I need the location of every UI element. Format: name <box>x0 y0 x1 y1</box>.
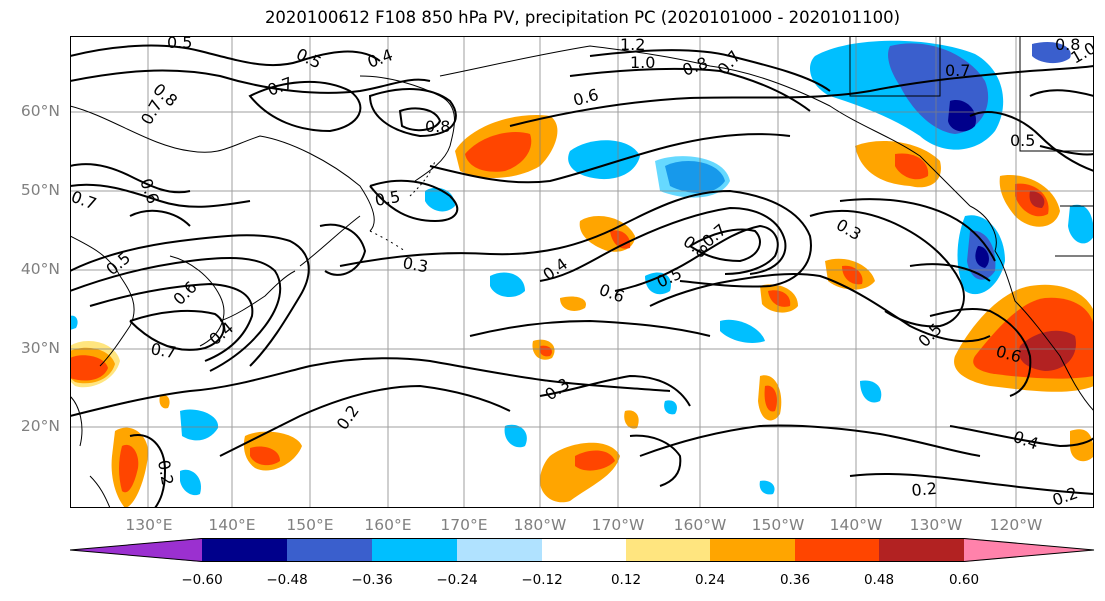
contour-label: 0.5 <box>293 44 324 72</box>
contour-label: 0.4 <box>365 45 395 72</box>
contour-label: 0.6 <box>136 176 163 206</box>
colorbar-tick: 0.60 <box>948 572 980 588</box>
contour-label: 0.8 <box>1055 36 1080 54</box>
map-title: 2020100612 F108 850 hPa PV, precipitatio… <box>264 8 901 27</box>
lon-label: 150°E <box>286 516 334 534</box>
lat-label: 60°N <box>20 102 60 120</box>
contour-label: 0.3 <box>541 374 573 404</box>
colorbar-extend-low <box>70 538 202 562</box>
lon-label: 160°W <box>673 516 727 534</box>
contour-label: 0.2 <box>911 479 938 500</box>
colorbar-tick: 0.12 <box>610 572 642 588</box>
lon-label: 180°W <box>513 516 567 534</box>
graticule <box>70 36 1094 508</box>
colorbar-extend-high <box>964 538 1094 562</box>
colorbar-tick: 0.36 <box>779 572 811 588</box>
colorbar <box>69 538 1095 562</box>
contour-label: 0.2 <box>1050 483 1080 508</box>
contour-label: 0.2 <box>154 458 177 486</box>
contour-labels: 0.5 0.5 0.4 1.2 1.0 0.8 0.7 0.8 0.7 0.8 … <box>70 36 1094 508</box>
lon-label: 130°W <box>909 516 963 534</box>
colorbar-tick: −0.24 <box>436 572 478 588</box>
contour-label: 0.5 <box>1010 131 1035 150</box>
contour-label: 0.6 <box>571 85 601 110</box>
contour-label: 0.4 <box>1011 427 1041 454</box>
lon-label: 160°E <box>364 516 412 534</box>
colorbar-bin <box>710 538 795 562</box>
lat-label: 40°N <box>20 260 60 278</box>
contour-label: 0.5 <box>914 319 945 350</box>
contour-label: 0.8 <box>680 53 710 80</box>
colorbar-bin <box>287 538 372 562</box>
colorbar-bin <box>795 538 879 562</box>
colorbar-bin <box>202 538 287 562</box>
contour-label: 0.6 <box>597 280 627 307</box>
contour-label: 0.8 <box>425 117 450 136</box>
lon-label: 170°W <box>591 516 645 534</box>
contour-label: 0.5 <box>167 36 192 52</box>
contour-label: 0.5 <box>373 187 401 210</box>
contour-label: 0.5 <box>102 248 134 279</box>
contour-label: 1.0 <box>630 53 655 72</box>
contour-label: 0.3 <box>401 253 429 276</box>
colorbar-bin <box>542 538 626 562</box>
lat-label: 50°N <box>20 181 60 199</box>
colorbar-bin <box>457 538 542 562</box>
colorbar-bin <box>372 538 457 562</box>
lon-label: 120°W <box>989 516 1043 534</box>
colorbar-tick: −0.12 <box>521 572 563 588</box>
contour-label: 1.2 <box>620 36 645 54</box>
contour-label: 0.7 <box>714 47 745 79</box>
colorbar-tick: −0.60 <box>181 572 223 588</box>
contour-label: 0.7 <box>265 73 295 100</box>
lat-label: 30°N <box>20 339 60 357</box>
lon-label: 140°W <box>829 516 883 534</box>
map-panel: 0.5 0.5 0.4 1.2 1.0 0.8 0.7 0.8 0.7 0.8 … <box>70 36 1094 508</box>
colorbar-tick: 0.48 <box>863 572 895 588</box>
lon-label: 170°E <box>440 516 488 534</box>
colorbar-tick: −0.36 <box>351 572 393 588</box>
contour-label: 0.6 <box>169 277 200 308</box>
colorbar-tick: 0.24 <box>694 572 726 588</box>
map-canvas: 0.5 0.5 0.4 1.2 1.0 0.8 0.7 0.8 0.7 0.8 … <box>70 36 1094 508</box>
contour-label: 0.7 <box>945 61 970 80</box>
contour-label: 0.7 <box>149 339 177 362</box>
pv-contours <box>70 44 1094 508</box>
coastlines <box>70 36 1094 508</box>
colorbar-bin <box>879 538 964 562</box>
colorbar-bin <box>626 538 710 562</box>
lon-label: 130°E <box>125 516 173 534</box>
lon-label: 140°E <box>208 516 256 534</box>
colorbar-outline <box>69 538 1095 562</box>
contour-label: 0.2 <box>333 402 363 434</box>
colorbar-svg <box>69 538 1095 562</box>
lat-label: 20°N <box>20 417 60 435</box>
colorbar-tick: −0.48 <box>266 572 308 588</box>
contour-label: 0.3 <box>833 215 865 244</box>
lon-label: 150°W <box>751 516 805 534</box>
